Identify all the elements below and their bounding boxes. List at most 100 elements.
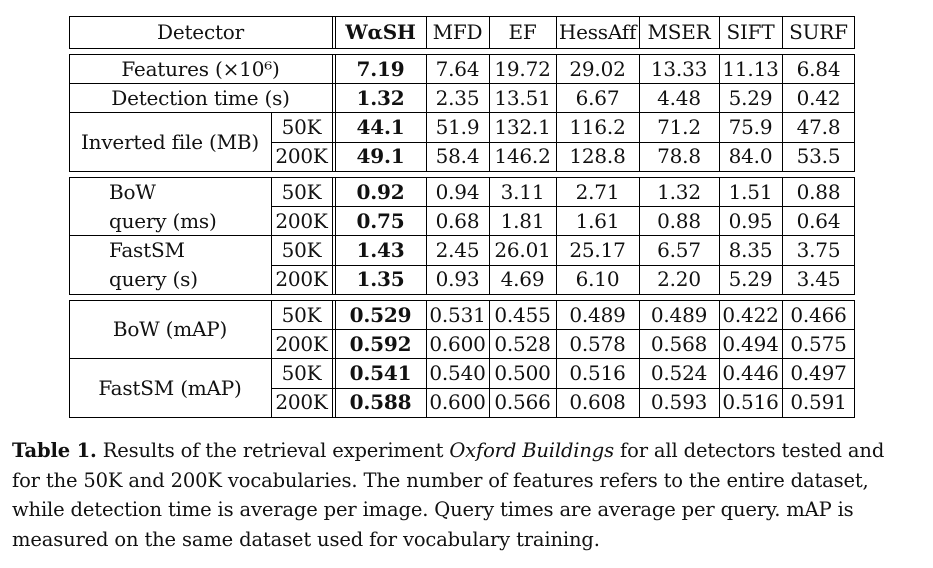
value-cell: 0.494 [722,331,779,356]
value-cell: 6.84 [796,56,841,81]
value-cell: 13.51 [494,85,551,110]
value-cell: 53.5 [796,144,841,169]
header-column-divider [854,16,855,49]
wash-value-cell: 49.1 [356,144,405,169]
value-cell: 19.72 [494,56,551,81]
header-ef: EF [508,20,537,44]
header-column-divider [782,16,783,49]
value-cell: 4.69 [500,267,545,292]
vocab-size-label: 200K [275,331,328,356]
value-cell: 2.45 [435,237,480,262]
value-cell: 0.578 [569,331,626,356]
value-cell: 0.93 [435,267,480,292]
value-cell: 0.455 [494,302,551,327]
header-column-divider [556,16,557,49]
value-cell: 0.42 [796,85,841,110]
value-cell: 146.2 [494,144,551,169]
value-cell: 47.8 [796,114,841,139]
sub-column-divider [271,141,272,172]
row-rule [271,264,855,266]
header-bottom-rule [69,48,855,49]
value-cell: 1.61 [575,208,620,233]
value-cell: 0.497 [790,360,847,385]
value-cell: 11.13 [722,56,779,81]
value-cell: 5.29 [728,85,773,110]
sub-column-divider [271,206,272,237]
value-cell: 6.67 [575,85,620,110]
value-cell: 0.422 [722,302,779,327]
caption-dataset-name: Oxford Buildings [449,439,614,462]
value-cell: 0.591 [790,390,847,415]
row-rule [271,141,855,143]
vocab-size-label: 50K [281,302,322,327]
value-cell: 84.0 [728,144,773,169]
header-double-rule-b [335,16,336,49]
sub-column-divider [271,358,272,389]
value-cell: 0.500 [494,360,551,385]
value-cell: 0.95 [728,208,773,233]
wash-value-cell: 1.32 [356,85,405,110]
value-cell: 58.4 [435,144,480,169]
sub-column-divider [271,112,272,143]
row-label: query (s) [109,267,198,292]
wash-value-cell: 0.529 [349,302,412,327]
value-cell: 0.575 [790,331,847,356]
value-cell: 3.11 [500,179,545,204]
value-cell: 2.20 [657,267,701,292]
results-table: Detector WαSH MFD EF HessAff MSER SIFT SURF Feat… [69,16,855,418]
caption-text-after: for all detectors tested and for the 50K… [12,439,885,551]
sub-column-divider [271,300,272,331]
header-detector: Detector [157,20,244,44]
value-cell: 13.33 [650,56,708,81]
header-top-rule [69,16,855,17]
wash-value-cell: 0.588 [349,390,412,415]
value-cell: 0.540 [429,360,486,385]
value-cell: 51.9 [435,114,480,139]
row-label: Inverted file (MB) [80,129,260,154]
value-cell: 7.64 [435,56,480,81]
value-cell: 0.446 [722,360,779,385]
row-label: Detection time (s) [111,85,290,110]
sub-column-divider [271,264,272,295]
value-cell: 0.531 [429,302,486,327]
header-hessaff: HessAff [558,20,637,44]
value-cell: 0.600 [429,331,486,356]
row-rule [271,329,855,331]
table-caption: Table 1. Results of the retrieval experi… [12,436,917,554]
wash-value-cell: 0.92 [356,179,405,204]
value-cell: 6.57 [657,237,701,262]
header-column-divider [719,16,720,49]
wash-value-cell: 0.541 [349,360,412,385]
vocab-size-label: 50K [281,360,322,385]
value-cell: 5.29 [728,267,773,292]
value-cell: 75.9 [728,114,773,139]
vocab-size-label: 50K [281,179,322,204]
value-cell: 0.516 [722,390,779,415]
vocab-size-label: 200K [275,390,328,415]
row-rule [271,206,855,208]
value-cell: 0.68 [435,208,480,233]
value-cell: 0.528 [494,331,551,356]
value-cell: 128.8 [569,144,626,169]
sub-column-divider [271,387,272,418]
header-sift: SIFT [726,20,775,44]
value-cell: 1.81 [500,208,545,233]
header-surf: SURF [789,20,848,44]
value-cell: 2.35 [435,85,480,110]
group-bottom-rule [69,170,855,172]
group-top-rule [69,300,855,301]
caption-text-before: Results of the retrieval experiment [96,439,450,462]
group-top-rule [69,54,855,55]
row-label: FastSM [109,237,185,262]
row-label: Features (×10⁶) [121,56,280,81]
value-cell: 6.10 [575,267,620,292]
row-label: BoW (mAP) [112,317,228,342]
row-label: FastSM (mAP) [98,375,242,400]
sub-column-divider [271,177,272,208]
header-wsh: WαSH [345,20,416,44]
value-cell: 25.17 [569,237,626,262]
group-bottom-rule [69,293,855,295]
row-label: query (ms) [109,208,217,233]
wash-value-cell: 1.43 [356,237,405,262]
value-cell: 1.32 [657,179,701,204]
